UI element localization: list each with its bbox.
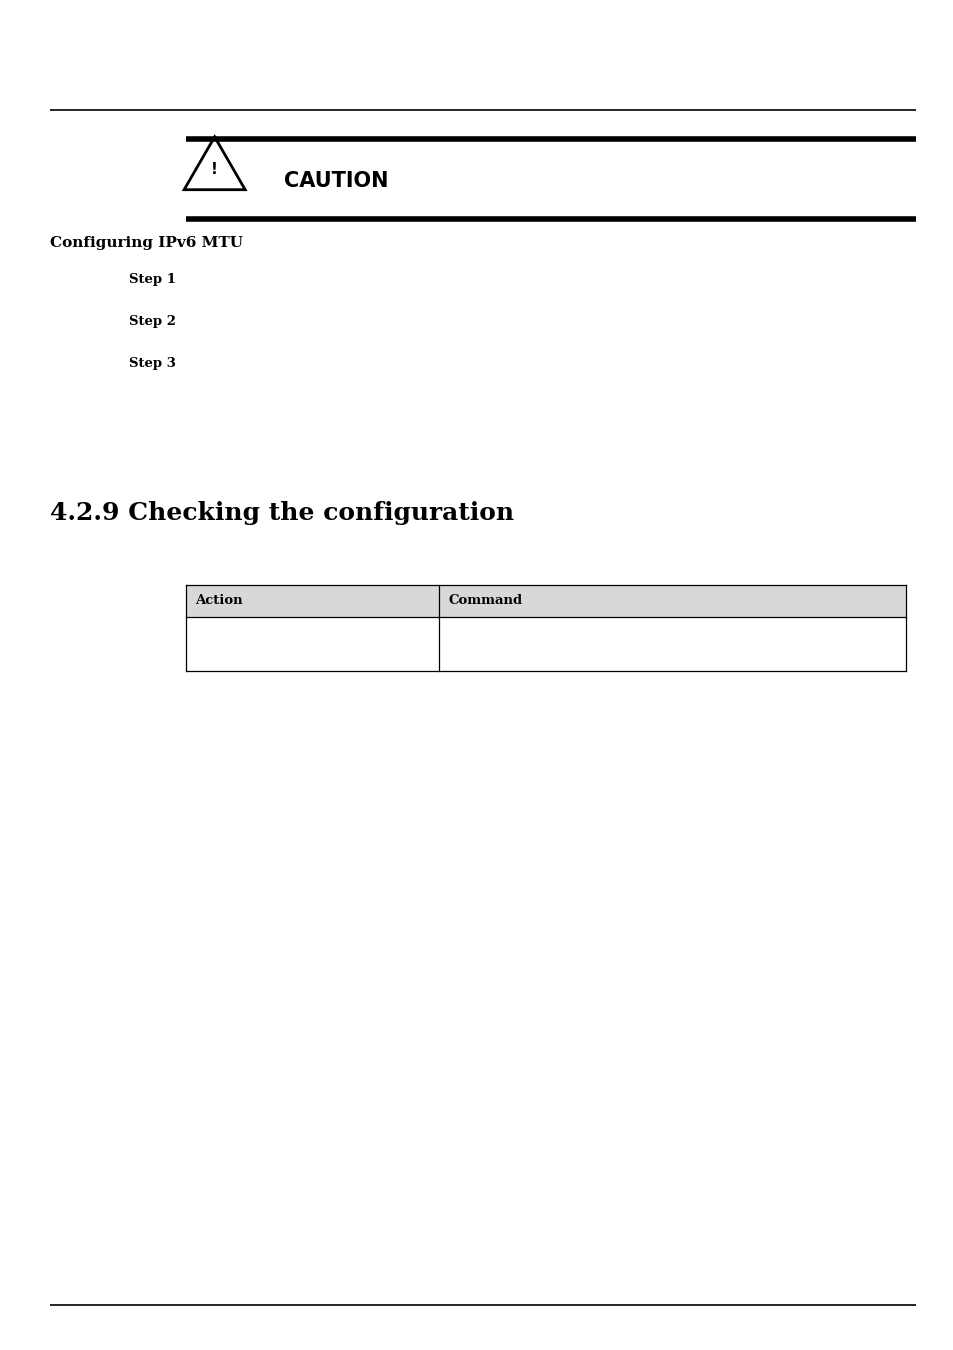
Text: Command: Command <box>448 594 522 608</box>
Bar <box>186 617 905 671</box>
Text: Step 3: Step 3 <box>129 356 175 370</box>
Text: Configuring IPv6 MTU: Configuring IPv6 MTU <box>50 236 242 250</box>
Text: !: ! <box>211 162 218 177</box>
Text: Step 1: Step 1 <box>129 273 175 286</box>
Text: 4.2.9 Checking the configuration: 4.2.9 Checking the configuration <box>50 501 514 525</box>
Text: Action: Action <box>195 594 243 608</box>
Bar <box>186 585 905 617</box>
Text: CAUTION: CAUTION <box>284 171 389 190</box>
Text: Step 2: Step 2 <box>129 315 175 328</box>
